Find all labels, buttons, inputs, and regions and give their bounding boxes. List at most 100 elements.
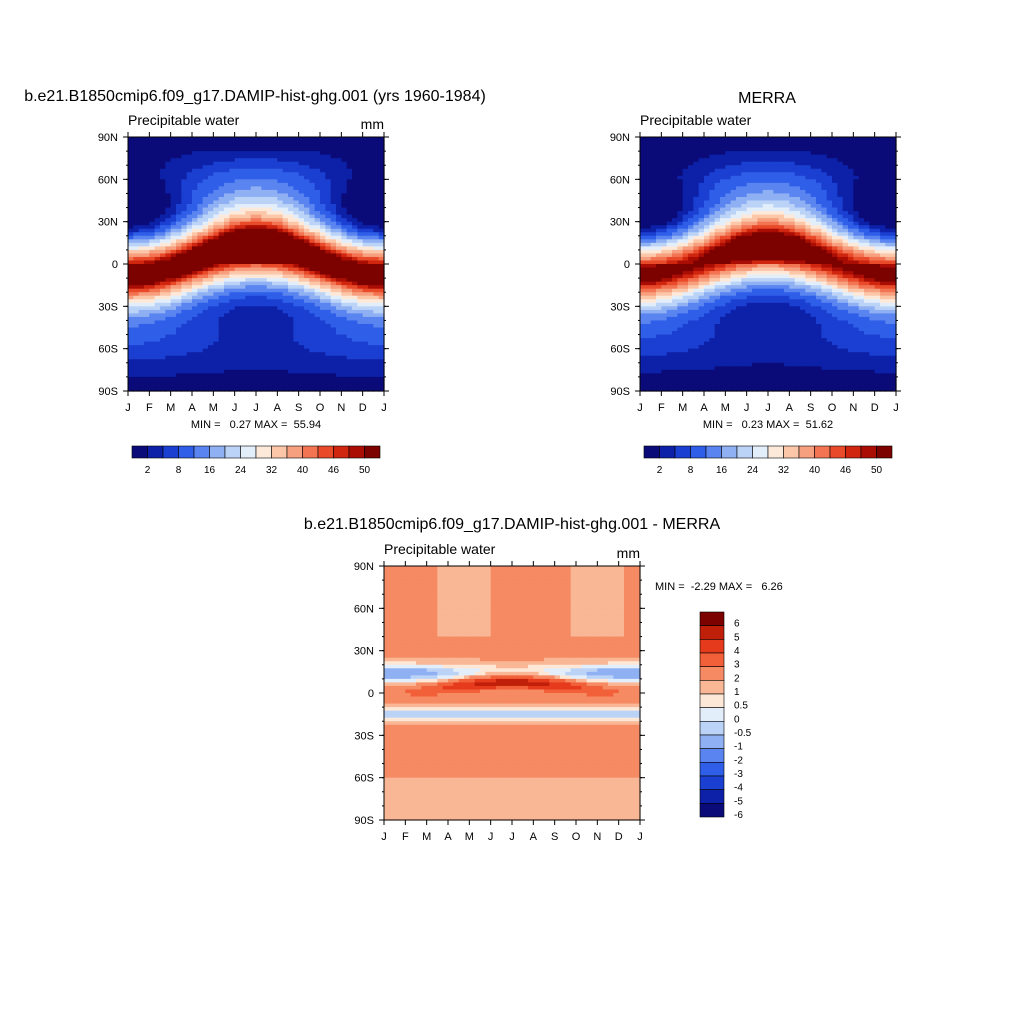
heat-cell [170, 380, 177, 385]
heat-cell [378, 323, 385, 329]
heat-cell [154, 186, 161, 191]
heat-cell [805, 232, 812, 237]
heat-cell [261, 186, 268, 191]
heat-cell [336, 189, 342, 195]
heat-cell [229, 140, 236, 145]
heat-cell [864, 182, 870, 187]
heat-cell [138, 359, 145, 364]
heat-cell [208, 256, 214, 262]
heat-cell [197, 338, 204, 343]
heat-cell [336, 299, 342, 304]
heat-cell [197, 158, 204, 163]
heat-cell [234, 383, 241, 389]
heat-cell [240, 182, 246, 187]
heat-cell [144, 362, 150, 367]
heat-cell [320, 239, 326, 244]
heat-cell [181, 264, 188, 269]
heat-cell [752, 168, 758, 173]
heat-cell [277, 383, 284, 389]
heat-cell [128, 151, 134, 156]
heat-cell [282, 348, 289, 353]
heat-cell [832, 228, 838, 233]
heat-cell [213, 306, 220, 311]
heat-cell [272, 253, 278, 258]
heat-cell [362, 239, 369, 244]
heat-cell [133, 200, 140, 205]
heat-cell [224, 147, 230, 152]
heat-cell [826, 151, 833, 156]
heat-cell [218, 172, 225, 177]
heat-cell [666, 193, 673, 198]
heat-cell [768, 232, 774, 237]
heat-cell [138, 341, 145, 346]
heat-cell [736, 137, 742, 142]
heat-cell [304, 168, 310, 173]
heat-cell [640, 165, 646, 170]
heat-cell [229, 348, 236, 353]
heat-cell [234, 204, 241, 209]
heat-cell [160, 320, 166, 325]
heat-cell [853, 193, 860, 198]
heat-cell [282, 345, 289, 350]
heat-cell [757, 221, 764, 226]
heat-cell [832, 137, 838, 142]
heat-cell [853, 154, 860, 159]
heat-cell [277, 225, 284, 230]
heat-cell [336, 323, 342, 329]
heat-cell [368, 246, 374, 251]
heat-cell [736, 211, 742, 216]
heat-cell [645, 211, 652, 216]
heat-cell [730, 211, 737, 216]
heat-cell [682, 239, 689, 244]
heat-cell [368, 341, 374, 346]
heat-cell [266, 352, 273, 357]
heat-cell [245, 144, 252, 149]
heat-cell [288, 309, 294, 314]
heat-cell [144, 161, 150, 166]
heat-cell [202, 306, 209, 311]
heat-cell [128, 158, 134, 163]
heat-cell [314, 207, 321, 212]
colorbar-swatch [255, 445, 272, 459]
heat-cell [768, 158, 774, 163]
heat-cell [202, 175, 209, 180]
heat-cell [261, 313, 268, 318]
heat-cell [741, 186, 748, 191]
heat-cell [186, 207, 193, 212]
heat-cell [272, 211, 278, 216]
heat-cell [842, 161, 849, 166]
heat-cell [698, 196, 705, 202]
heat-cell [197, 137, 204, 142]
heat-cell [853, 140, 860, 145]
heat-cell [160, 193, 166, 198]
heat-cell [154, 158, 161, 163]
heat-cell [144, 327, 150, 332]
heat-cell [714, 140, 721, 145]
heat-cell [341, 154, 348, 159]
heat-cell [282, 341, 289, 346]
heat-cell [890, 137, 897, 142]
heat-cell [816, 196, 822, 202]
heat-cell [784, 140, 790, 145]
heat-cell [714, 232, 721, 237]
heat-cell [314, 253, 321, 258]
heat-cell [810, 161, 817, 166]
heat-cell [133, 196, 140, 202]
heat-cell [170, 345, 177, 350]
heat-cell [154, 380, 161, 385]
heat-cell [800, 232, 806, 237]
heat-cell [160, 196, 166, 202]
heat-cell [821, 161, 828, 166]
heat-cell [789, 144, 796, 149]
heat-cell [341, 320, 348, 325]
heat-cell [864, 232, 870, 237]
heat-cell [362, 267, 369, 272]
heat-cell [746, 151, 753, 156]
heat-cell [373, 264, 380, 269]
heat-cell [250, 288, 257, 293]
heat-cell [256, 168, 262, 173]
heat-cell [208, 345, 214, 350]
heat-cell [234, 218, 241, 223]
heat-cell [181, 331, 188, 336]
heat-cell [282, 383, 289, 389]
